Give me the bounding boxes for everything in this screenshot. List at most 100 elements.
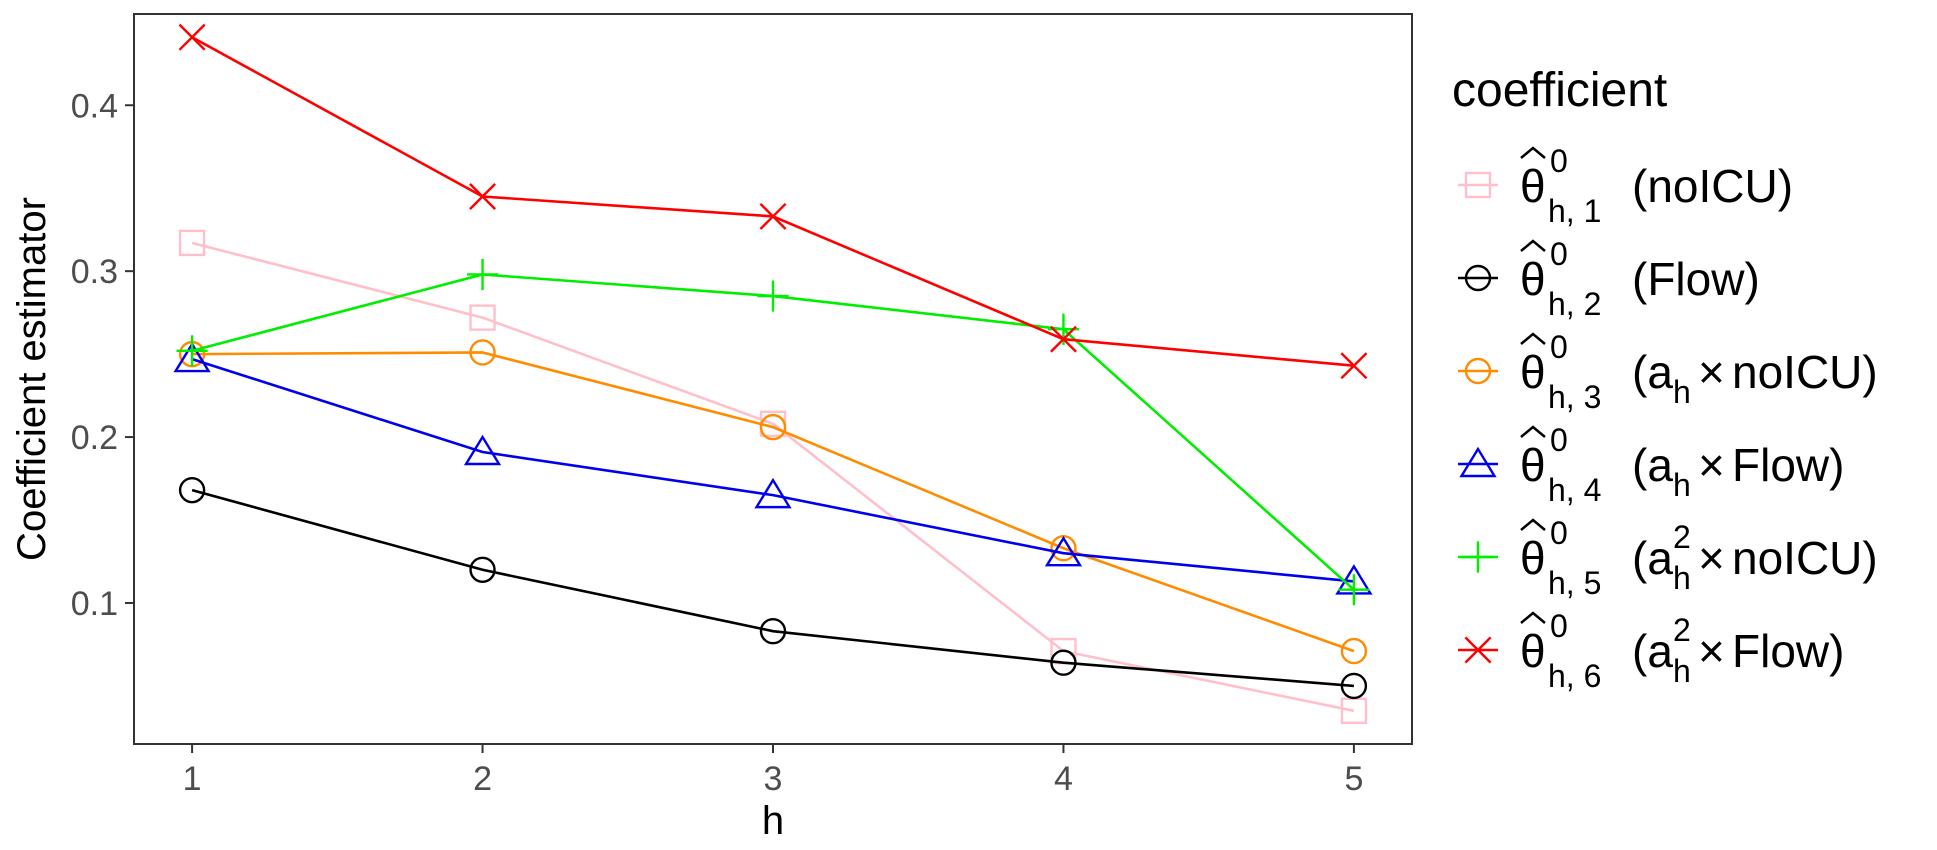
series-5-line <box>191 273 1355 591</box>
legend-h-subscript: h <box>1673 560 1691 596</box>
series-2-line <box>191 488 1355 688</box>
x-tick-label: 3 <box>764 760 783 798</box>
series-2-point <box>178 476 206 504</box>
y-axis-title: Coefficient estimator <box>10 197 54 561</box>
legend-power: 2 <box>1673 612 1691 648</box>
series-6-point <box>469 183 496 210</box>
series-2-point <box>1340 672 1368 700</box>
series-4-point <box>1044 535 1083 567</box>
legend-label-rest: noICU) <box>1732 532 1878 584</box>
series-6 <box>178 23 1368 380</box>
hat-symbol <box>1520 518 1546 531</box>
legend-entry-2: θ 0 h, 2 (Flow) <box>1458 236 1760 322</box>
legend-entry-4: θ 0 h, 4 (a h × Flow) <box>1458 422 1844 508</box>
series-3-line <box>192 351 1355 653</box>
theta-symbol: θ <box>1520 532 1546 584</box>
x-tick-label: 5 <box>1344 760 1363 798</box>
legend-key-marker <box>1464 264 1492 292</box>
series-6-point <box>1050 325 1077 353</box>
series-2-point <box>469 556 496 583</box>
subscript-label: h, 4 <box>1548 472 1601 508</box>
series-4-line <box>191 357 1355 583</box>
theta-symbol: θ <box>1520 346 1546 398</box>
legend-entry-1: θ 0 h, 1 (noICU) <box>1458 143 1793 229</box>
legend-entry-5: θ 0 h, 5 (a h 2 × noICU) <box>1458 515 1878 601</box>
y-tick-label: 0.1 <box>71 585 118 623</box>
series-3 <box>178 339 1368 665</box>
series-3-point <box>759 413 787 441</box>
theta-symbol: θ <box>1520 439 1546 491</box>
legend-a-symbol: (a <box>1632 439 1673 491</box>
series-4-point <box>173 341 211 373</box>
y-tick-label: 0.2 <box>71 419 118 457</box>
superscript-zero: 0 <box>1550 422 1568 458</box>
axes: 1 2 3 4 5 0.1 0.2 0.3 0.4 h Coefficient estimator <box>10 13 1413 843</box>
series-1-line <box>191 241 1355 713</box>
x-tick-label: 4 <box>1054 760 1073 798</box>
legend-times-symbol: × <box>1698 532 1725 584</box>
hat-symbol <box>1520 332 1546 345</box>
legend-times-symbol: × <box>1698 439 1725 491</box>
legend-label-rest: (noICU) <box>1632 160 1793 212</box>
series-layer <box>173 23 1373 725</box>
legend-key-marker <box>1464 636 1492 664</box>
y-tick-label: 0.4 <box>71 87 118 125</box>
legend-label-rest: (Flow) <box>1632 253 1760 305</box>
plot-panel <box>133 13 1413 745</box>
series-3-point <box>1340 637 1368 665</box>
hat-symbol <box>1520 146 1546 159</box>
series-4-point <box>754 477 792 509</box>
legend-entry-3: θ 0 h, 3 (a h × noICU) <box>1458 329 1878 415</box>
series-5-point <box>176 335 208 367</box>
legend-label-rest: Flow) <box>1732 439 1844 491</box>
superscript-zero: 0 <box>1550 329 1568 365</box>
series-5-point <box>1338 574 1370 606</box>
subscript-label: h, 6 <box>1548 658 1601 694</box>
series-5 <box>176 258 1370 606</box>
y-tick-label: 0.3 <box>71 253 118 291</box>
legend-key-marker <box>1464 171 1492 199</box>
legend-label-rest: Flow) <box>1732 625 1844 677</box>
series-6-point <box>178 23 206 51</box>
legend-key-marker <box>1459 446 1497 478</box>
legend-title: coefficient <box>1452 64 1667 117</box>
superscript-zero: 0 <box>1550 515 1568 551</box>
hat-symbol <box>1520 239 1546 252</box>
legend-label-rest: noICU) <box>1732 346 1878 398</box>
hat-symbol <box>1520 611 1546 624</box>
series-4 <box>173 341 1373 595</box>
series-4-point <box>463 434 502 466</box>
series-1-point <box>469 304 496 331</box>
superscript-zero: 0 <box>1550 143 1568 179</box>
series-2 <box>178 476 1368 700</box>
subscript-label: h, 5 <box>1548 565 1601 601</box>
series-1-point <box>178 229 206 257</box>
x-axis-title: h <box>762 799 784 843</box>
series-3-point <box>469 339 496 366</box>
legend-h-subscript: h <box>1673 374 1691 410</box>
series-5-point <box>757 280 789 312</box>
series-6-point <box>1340 352 1368 380</box>
x-tick-label: 1 <box>183 760 202 798</box>
subscript-label: h, 1 <box>1548 193 1601 229</box>
legend-a-symbol: (a <box>1632 346 1673 398</box>
series-5-point <box>466 258 499 291</box>
series-2-point <box>759 617 787 645</box>
hat-symbol <box>1520 425 1546 438</box>
legend-times-symbol: × <box>1698 625 1725 677</box>
legend-a-symbol: (a <box>1632 625 1673 677</box>
legend-a-symbol: (a <box>1632 532 1673 584</box>
theta-symbol: θ <box>1520 253 1546 305</box>
x-tick-label: 2 <box>473 760 492 798</box>
theta-symbol: θ <box>1520 160 1546 212</box>
legend-key-marker <box>1464 357 1492 385</box>
legend-h-subscript: h <box>1673 467 1691 503</box>
legend-entry-6: θ 0 h, 6 (a h 2 × Flow) <box>1458 608 1844 694</box>
superscript-zero: 0 <box>1550 236 1568 272</box>
legend-power: 2 <box>1673 519 1691 555</box>
subscript-label: h, 2 <box>1548 286 1601 322</box>
series-6-line <box>191 36 1355 368</box>
theta-symbol: θ <box>1520 625 1546 677</box>
series-6-point <box>759 202 787 230</box>
